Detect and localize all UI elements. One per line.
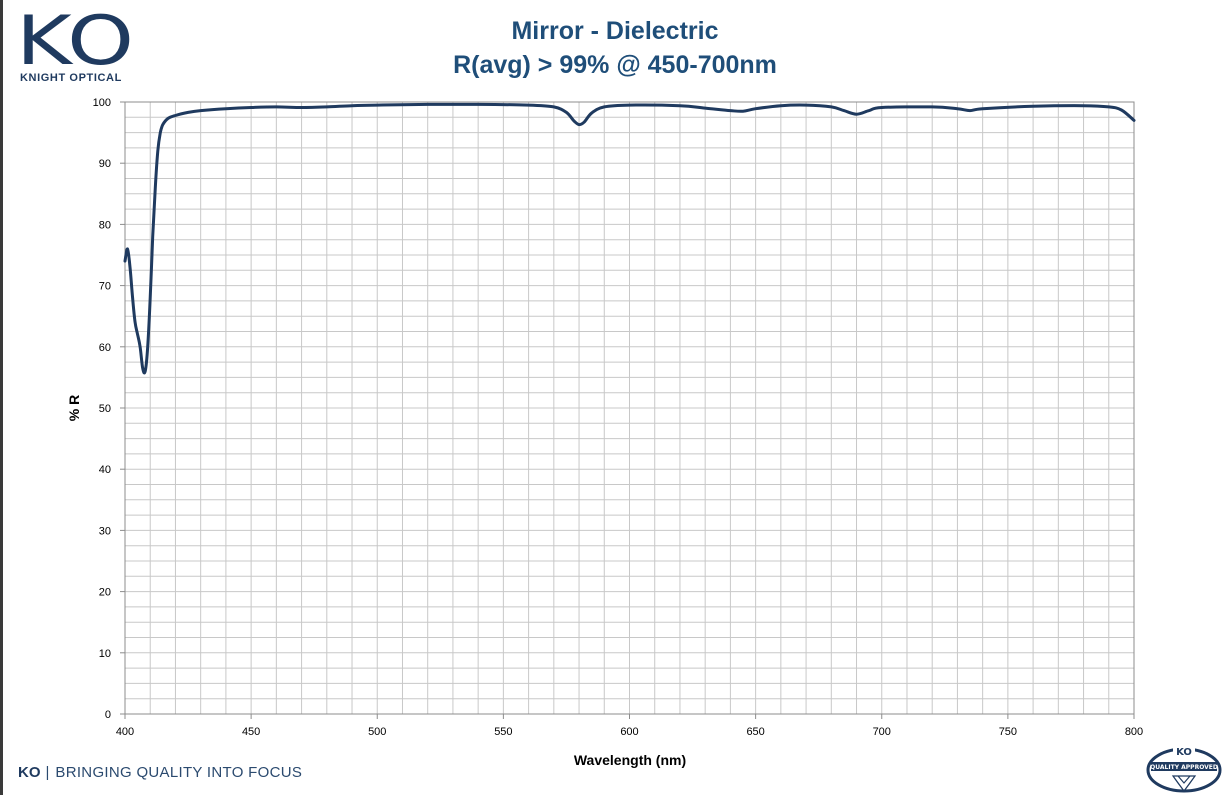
x-tick-label: 750 <box>999 726 1017 738</box>
footer-divider: | <box>45 764 50 781</box>
badge-text: QUALITY APPROVED <box>1150 764 1218 771</box>
footer-logo: KO <box>18 764 41 781</box>
y-tick-label: 30 <box>99 525 111 537</box>
x-tick-label: 800 <box>1125 726 1143 738</box>
x-tick-label: 600 <box>620 726 638 738</box>
quality-approved-badge: KO QUALITY APPROVED <box>1146 746 1222 793</box>
y-tick-label: 20 <box>99 587 111 599</box>
logo-subtext: KNIGHT OPTICAL <box>20 72 122 84</box>
chart-subtitle: R(avg) > 99% @ 450-700nm <box>453 51 777 79</box>
x-tick-label: 500 <box>368 726 386 738</box>
footer-tagline: KO | BRINGING QUALITY INTO FOCUS <box>18 764 302 781</box>
footer-tagline-text: BRINGING QUALITY INTO FOCUS <box>55 764 303 781</box>
ko-logo-text: KO <box>18 6 134 70</box>
y-tick-label: 10 <box>99 648 111 660</box>
left-edge-border <box>0 0 3 795</box>
x-tick-label: 650 <box>746 726 764 738</box>
y-tick-label: 90 <box>99 158 111 170</box>
chart-ticks: 400 450 500 550 600 650 700 750 800 0 10 20 30 40 50 60… <box>93 97 1144 738</box>
x-tick-label: 400 <box>116 726 134 738</box>
y-tick-label: 60 <box>99 342 111 354</box>
y-tick-label: 70 <box>99 281 111 293</box>
y-tick-label: 80 <box>99 219 111 231</box>
chart-grid <box>124 101 1135 715</box>
y-tick-label: 40 <box>99 464 111 476</box>
chart-title-block: Mirror - Dielectric R(avg) > 99% @ 450-7… <box>300 14 930 82</box>
chart-series <box>123 102 1136 375</box>
x-axis-label: Wavelength (nm) <box>574 752 686 768</box>
chart-title: Mirror - Dielectric <box>511 17 719 45</box>
ko-logo-mark: KO <box>18 6 134 70</box>
knight-optical-logo: KO KNIGHT OPTICAL <box>18 6 138 86</box>
reflectance-line <box>123 102 1136 375</box>
diamond-icon <box>1171 775 1197 793</box>
badge-logo: KO <box>1176 747 1192 758</box>
x-tick-label: 550 <box>494 726 512 738</box>
x-tick-label: 700 <box>873 726 891 738</box>
x-tick-label: 450 <box>242 726 260 738</box>
y-tick-label: 100 <box>93 97 111 109</box>
y-tick-label: 0 <box>105 709 111 721</box>
y-tick-label: 50 <box>99 403 111 415</box>
y-axis-label: % R <box>66 395 82 421</box>
